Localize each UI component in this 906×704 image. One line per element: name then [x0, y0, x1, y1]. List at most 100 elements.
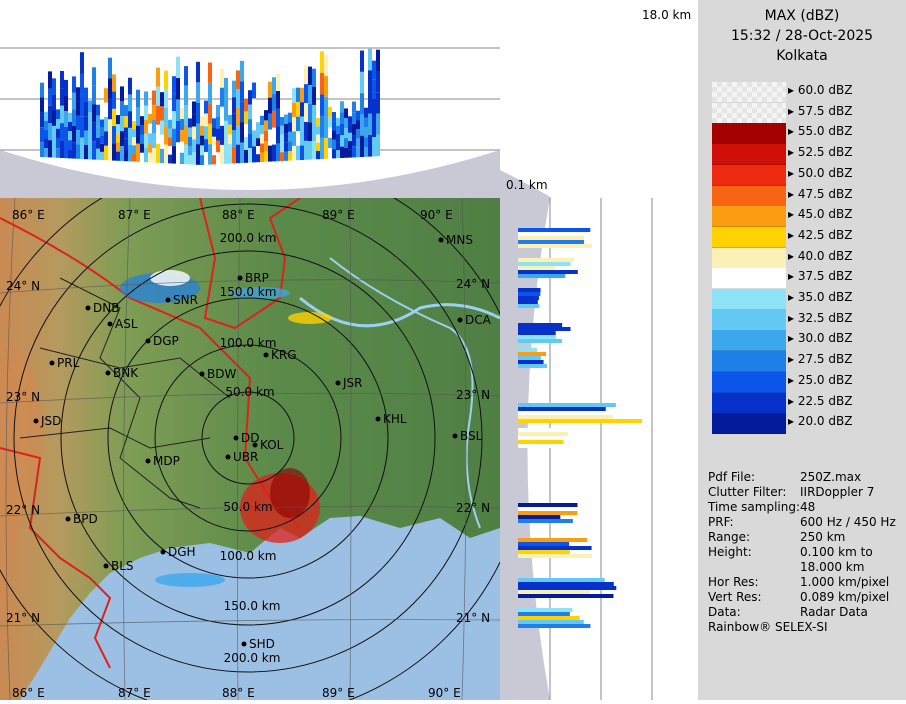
radar-map[interactable]: 50.0 km 100.0 km 150.0 km 200.0 km 50.0 km 10…: [0, 198, 500, 700]
top-echo-cell: [236, 88, 240, 108]
top-echo-cell: [284, 151, 288, 161]
top-echo-cell: [304, 103, 308, 122]
longitude-label: 88° E: [222, 686, 255, 700]
color-scale-swatch: [712, 289, 786, 310]
top-echo-cell: [228, 144, 232, 154]
longitude-label: 89° E: [322, 686, 355, 700]
color-scale-swatch: [712, 351, 786, 373]
right-echo-cell: [518, 582, 614, 586]
top-echo-cell: [188, 118, 192, 128]
top-echo-cell: [144, 133, 148, 149]
right-echo-cell: [518, 542, 570, 546]
top-echo-cell: [280, 152, 284, 161]
corner-shading: [500, 170, 552, 198]
color-scale-label: ▸ 47.5 dBZ: [788, 186, 853, 201]
top-echo-cell: [328, 117, 332, 128]
station-label: DCA: [465, 313, 492, 327]
top-echo-cell: [220, 106, 224, 126]
top-echo-cell: [352, 146, 356, 158]
top-echo-cell: [276, 91, 280, 109]
station-label: SNR: [173, 293, 198, 307]
top-echo-cell: [148, 123, 152, 134]
top-echo-cell: [260, 152, 264, 162]
right-echo-cell: [518, 546, 592, 550]
top-echo-cell: [348, 124, 352, 133]
top-echo-cell: [72, 109, 76, 126]
top-echo-cell: [364, 146, 368, 157]
top-echo-cell: [160, 92, 164, 107]
map-labels: 50.0 km 100.0 km 150.0 km 200.0 km 50.0 km 10…: [6, 208, 492, 700]
top-echo-cell: [212, 118, 216, 128]
top-echo-cell: [260, 143, 264, 153]
top-echo-cell: [252, 114, 256, 131]
range-ring-label: 150.0 km: [220, 285, 277, 299]
top-echo-cell: [312, 68, 316, 87]
top-cross-section-panel: [0, 0, 500, 198]
station-marker: [438, 237, 444, 243]
range-ring-label: 100.0 km: [220, 549, 277, 563]
top-echo-cell: [284, 114, 288, 124]
top-echo-cell: [256, 122, 260, 131]
right-echo-cell: [518, 519, 573, 523]
top-echo-cell: [204, 151, 208, 165]
info-value: 0.089 km/pixel: [800, 590, 890, 604]
top-echo-cell: [196, 102, 200, 124]
top-echo-cell: [244, 98, 248, 112]
top-echo-cell: [248, 148, 252, 163]
top-echo-cell: [232, 130, 236, 147]
top-echo-cell: [268, 145, 272, 162]
top-echo-cell: [148, 133, 152, 144]
color-scale-swatch: [712, 102, 786, 123]
top-echo-cell: [80, 52, 84, 74]
top-echo-cell: [244, 111, 248, 125]
right-echo-cell: [518, 323, 563, 327]
top-echo-cell: [44, 148, 48, 158]
top-echo-cell: [364, 107, 368, 118]
top-echo-cell: [96, 126, 100, 138]
land-area: [0, 198, 500, 700]
top-echo-cell: [100, 143, 104, 152]
top-echo-cell: [128, 144, 132, 162]
legend-site: Kolkata: [776, 48, 828, 64]
top-echo-cell: [332, 139, 336, 150]
top-echo-cell: [120, 146, 124, 161]
top-echo-cell: [376, 113, 380, 135]
info-value: 48: [800, 500, 816, 514]
station-markers: [33, 237, 463, 647]
top-echo-cell: [192, 151, 196, 165]
top-echo-cell: [184, 124, 188, 145]
station-label: DNB: [93, 301, 119, 315]
station-label: KOL: [260, 438, 284, 452]
top-echo-cell: [188, 127, 192, 137]
top-echo-cell: [192, 114, 196, 127]
top-echo-cell: [96, 148, 100, 160]
station-label: JSD: [40, 414, 61, 428]
top-echo-cell: [88, 135, 92, 148]
station-marker: [145, 338, 151, 344]
top-echo-cell: [184, 66, 188, 86]
longitude-label: 89° E: [322, 208, 355, 222]
top-echo-cell: [76, 101, 80, 116]
top-echo-cell: [256, 138, 260, 147]
color-scale-label: ▸ 42.5 dBZ: [788, 227, 853, 242]
info-value: 1.000 km/pixel: [800, 575, 890, 589]
top-echo-cell: [340, 146, 344, 158]
top-echo-cell: [200, 145, 204, 156]
station-label: BRP: [245, 271, 269, 285]
legend-title: MAX (dBZ): [764, 8, 840, 24]
info-key: Data:: [708, 605, 741, 619]
top-echo-cell: [316, 118, 320, 127]
station-label: UBR: [233, 450, 258, 464]
range-ring-label: 50.0 km: [223, 500, 272, 514]
top-echo-cell: [216, 104, 220, 117]
legend-panel: MAX (dBZ) 15:32 / 28-Oct-2025 Kolkata ▸ …: [698, 0, 906, 700]
top-echo-cell: [276, 143, 280, 162]
top-echo-cell: [48, 122, 52, 141]
top-echo-cell: [72, 76, 76, 93]
top-echo-cell: [120, 131, 124, 147]
top-echo-cell: [284, 142, 288, 152]
color-scale-label: ▸ 32.5 dBZ: [788, 310, 853, 325]
top-echo-cell: [208, 123, 212, 145]
top-echo-cell: [312, 123, 316, 142]
top-echo-cell: [316, 150, 320, 160]
